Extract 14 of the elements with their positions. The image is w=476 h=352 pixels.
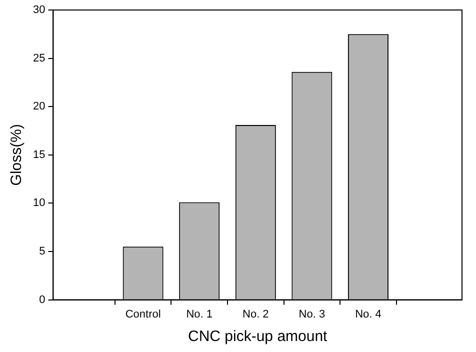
x-axis-title: CNC pick-up amount	[188, 328, 328, 346]
x-tick-label: No. 3	[298, 308, 326, 320]
y-tick-label: 20	[32, 100, 46, 113]
y-tick-label: 10	[32, 197, 46, 210]
y-tick-label: 15	[32, 148, 46, 161]
x-tick-label: No. 4	[355, 308, 382, 320]
x-tick-label: No. 2	[242, 308, 269, 320]
y-tick-label: 30	[32, 4, 46, 16]
y-tick-label: 5	[39, 246, 46, 258]
x-tick-label: Control	[125, 308, 161, 320]
y-tick-label: 0	[39, 294, 46, 306]
x-tick-label: No. 1	[186, 308, 213, 320]
y-tick-label: 25	[32, 52, 46, 64]
y-axis-title: Gloss(%)	[8, 124, 26, 186]
